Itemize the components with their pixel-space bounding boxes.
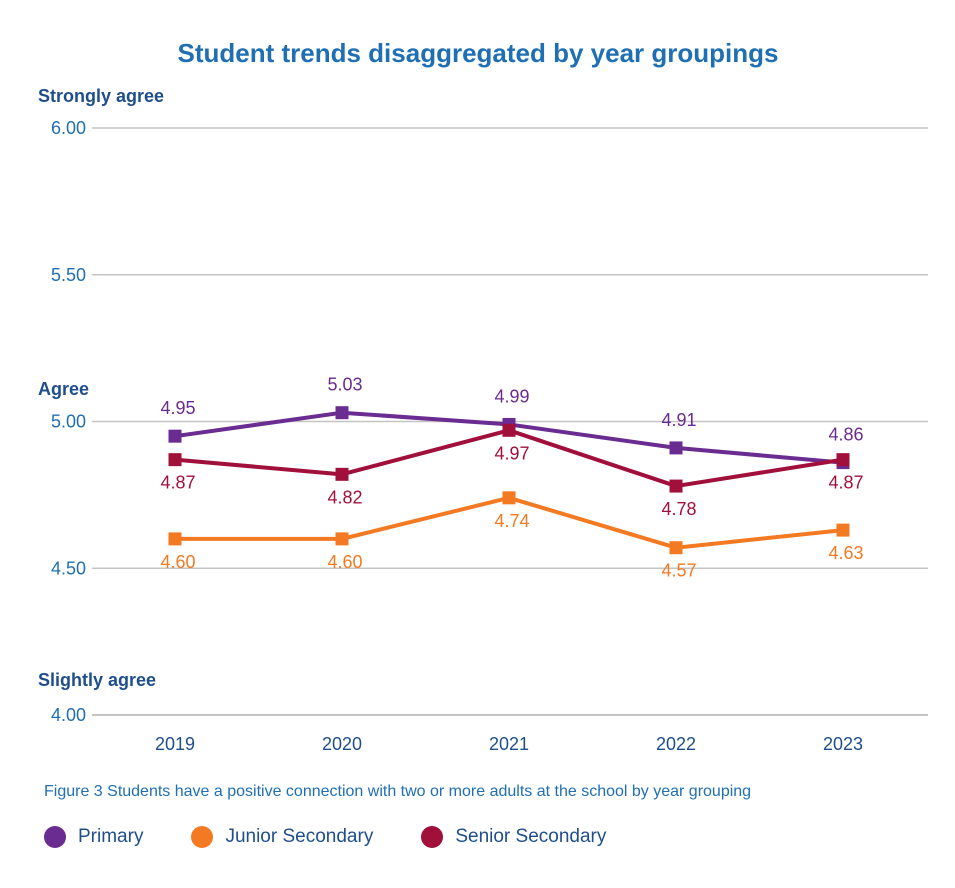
series-senior-secondary: 4.87 4.82 4.97 4.78 4.87 — [160, 423, 864, 519]
data-label: 4.60 — [160, 552, 195, 572]
data-point — [502, 423, 516, 437]
band-label-strongly-agree: Strongly agree — [38, 86, 164, 106]
data-label: 4.78 — [661, 499, 696, 519]
data-point — [669, 479, 683, 493]
y-tick-label: 5.00 — [51, 412, 86, 432]
data-label: 4.60 — [327, 552, 362, 572]
band-label-slightly-agree: Slightly agree — [38, 670, 156, 690]
x-tick-label: 2021 — [489, 734, 529, 754]
data-point — [168, 429, 182, 443]
data-label: 4.86 — [828, 425, 863, 445]
data-point — [836, 523, 850, 537]
data-label: 4.95 — [160, 398, 195, 418]
x-tick-label: 2022 — [656, 734, 696, 754]
data-point — [335, 532, 349, 546]
data-label: 4.63 — [828, 543, 863, 563]
series-group: 4.95 5.03 4.99 4.91 4.86 4.60 4.60 4.74 4.57 4.63… — [160, 375, 863, 581]
x-axis-ticks: 2019 2020 2021 2022 2023 — [155, 734, 863, 754]
data-label: 4.74 — [494, 511, 529, 531]
legend-item-primary: Primary — [44, 826, 143, 848]
legend-swatch-junior-secondary — [191, 826, 214, 848]
data-label: 4.87 — [160, 473, 195, 493]
data-label: 4.87 — [828, 473, 863, 493]
data-label: 4.99 — [494, 386, 529, 406]
data-point — [669, 441, 683, 455]
y-tick-label: 6.00 — [51, 118, 86, 138]
data-point — [335, 467, 349, 481]
data-point — [502, 491, 516, 505]
legend-label-senior-secondary: Senior Secondary — [455, 826, 607, 847]
x-tick-label: 2023 — [823, 734, 863, 754]
y-tick-label: 4.00 — [51, 705, 86, 725]
band-label-agree: Agree — [38, 379, 89, 399]
legend-label-primary: Primary — [78, 826, 144, 847]
data-point — [168, 532, 182, 546]
x-tick-label: 2020 — [322, 734, 362, 754]
y-tick-label: 4.50 — [51, 558, 86, 578]
y-axis-ticks: 4.00 4.50 5.00 5.50 6.00 — [51, 118, 86, 725]
chart-title: Student trends disaggregated by year gro… — [178, 38, 779, 68]
data-label: 4.82 — [327, 487, 362, 507]
data-label: 4.57 — [661, 561, 696, 581]
legend-swatch-senior-secondary — [421, 826, 444, 848]
data-label: 4.97 — [494, 443, 529, 463]
figure-caption: Figure 3 Students have a positive connec… — [44, 783, 752, 800]
y-tick-label: 5.50 — [51, 265, 86, 285]
legend: Primary Junior Secondary Senior Secondar… — [44, 826, 654, 848]
line-chart: Student trends disaggregated by year gro… — [38, 38, 928, 754]
data-point — [836, 453, 850, 467]
legend-item-junior-secondary: Junior Secondary — [191, 826, 373, 848]
series-junior-secondary: 4.60 4.60 4.74 4.57 4.63 — [160, 491, 864, 581]
legend-item-senior-secondary: Senior Secondary — [421, 826, 606, 848]
data-label: 4.91 — [661, 410, 696, 430]
data-point — [168, 453, 182, 467]
data-point — [669, 541, 683, 555]
legend-swatch-primary — [44, 826, 66, 848]
legend-label-junior-secondary: Junior Secondary — [225, 826, 374, 847]
data-label: 5.03 — [327, 375, 362, 395]
x-tick-label: 2019 — [155, 734, 195, 754]
data-point — [335, 406, 349, 420]
